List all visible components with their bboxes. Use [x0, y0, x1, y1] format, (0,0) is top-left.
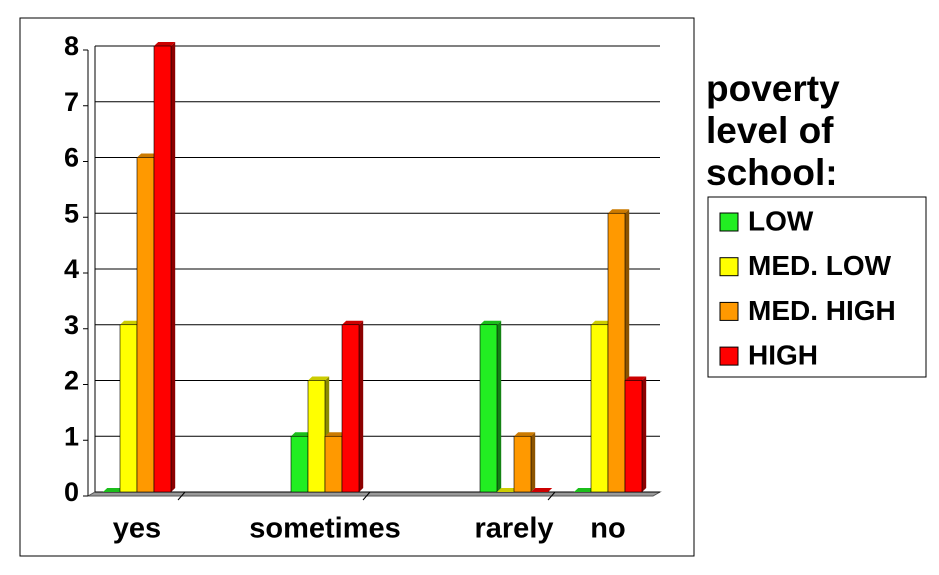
- legend-label: MED. LOW: [748, 250, 892, 281]
- y-tick-label: 8: [64, 31, 79, 61]
- bar-top: [342, 320, 364, 325]
- bar-top: [137, 153, 159, 158]
- bar-top: [608, 209, 630, 214]
- bar: [119, 324, 138, 493]
- bar-side: [531, 432, 536, 492]
- bar: [513, 435, 532, 493]
- bar-top: [480, 320, 502, 325]
- legend-swatch: [719, 301, 739, 321]
- bar: [479, 324, 498, 493]
- y-tick-label: 3: [64, 310, 79, 340]
- bar-top: [531, 488, 553, 492]
- x-tick-label: no: [590, 513, 625, 545]
- bar: [307, 380, 326, 493]
- y-tick-label: 7: [64, 87, 79, 117]
- y-tick-label: 2: [64, 366, 79, 396]
- bar-top: [497, 488, 519, 492]
- bar-top: [120, 320, 142, 325]
- bar: [624, 380, 643, 493]
- bar-side: [171, 42, 176, 492]
- legend-title: poverty level of school:: [706, 68, 840, 193]
- bar-top: [103, 488, 125, 492]
- bar-top: [154, 42, 176, 46]
- bar-side: [497, 320, 502, 492]
- legend-label: MED. HIGH: [748, 295, 896, 326]
- y-tick-label: 1: [64, 421, 79, 451]
- bar-top: [514, 432, 536, 437]
- x-tick-label: sometimes: [249, 513, 401, 545]
- bar-top: [308, 376, 330, 381]
- legend-label: HIGH: [748, 339, 818, 370]
- x-tick-label: yes: [113, 513, 161, 545]
- bar-top: [325, 432, 347, 437]
- category-divider: [177, 491, 186, 501]
- bar-top: [574, 488, 596, 492]
- bar: [607, 212, 626, 493]
- y-tick-label: 0: [64, 477, 79, 507]
- x-tick-label: rarely: [474, 513, 553, 545]
- bar-side: [359, 320, 364, 492]
- legend-box: [707, 196, 927, 378]
- bar: [341, 324, 360, 493]
- bar: [153, 45, 172, 493]
- bar: [590, 324, 609, 493]
- bar-top: [591, 320, 613, 325]
- category-divider: [547, 491, 556, 501]
- y-tick-label: 4: [64, 254, 79, 284]
- legend-swatch: [719, 346, 739, 366]
- legend-swatch: [719, 212, 739, 232]
- bar-top: [625, 376, 647, 381]
- y-tick-label: 5: [64, 198, 79, 228]
- category-divider: [362, 491, 371, 501]
- bar-top: [291, 432, 313, 437]
- y-tick-label: 6: [64, 143, 79, 173]
- bar: [136, 157, 155, 493]
- bar: [290, 435, 309, 493]
- bar: [324, 435, 343, 493]
- legend-label: LOW: [748, 205, 814, 236]
- floor: [86, 491, 662, 497]
- bar-side: [642, 376, 647, 492]
- legend-swatch: [719, 257, 739, 277]
